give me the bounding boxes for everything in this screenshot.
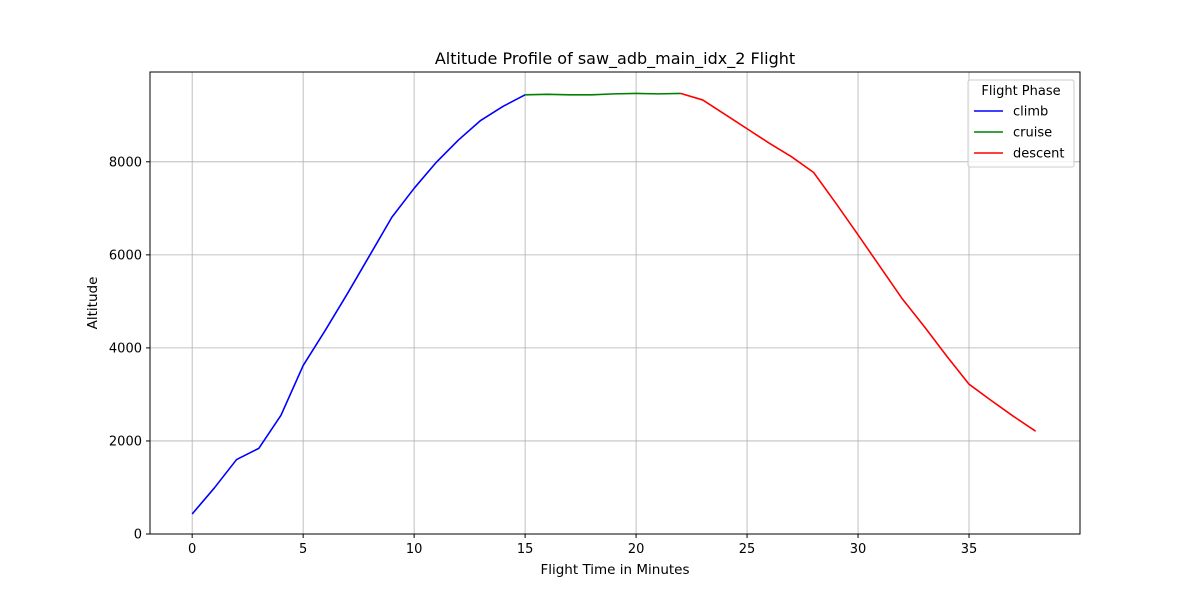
series-line-climb	[191, 94, 526, 515]
legend-label-cruise: cruise	[1013, 126, 1052, 141]
legend-label-climb: climb	[1013, 105, 1048, 120]
y-tick-label: 2000	[109, 434, 142, 449]
y-tick-label: 4000	[109, 341, 142, 356]
x-tick-label: 15	[517, 542, 534, 557]
x-tick-label: 10	[406, 542, 423, 557]
y-axis-label: Altitude	[85, 277, 101, 330]
series-line-descent	[680, 92, 1037, 432]
x-tick-label: 5	[299, 542, 307, 557]
legend: Flight Phase climb cruise descent	[967, 79, 1075, 168]
x-tick-label: 0	[188, 542, 196, 557]
y-tick-label: 6000	[109, 248, 142, 263]
series-lines	[191, 92, 1037, 515]
x-tick-label: 20	[628, 542, 645, 557]
plot-frame	[149, 71, 1081, 535]
legend-label-descent: descent	[1013, 147, 1065, 162]
legend-title: Flight Phase	[981, 84, 1060, 99]
y-tick-label: 0	[134, 528, 142, 543]
axis-ticks: 0 5 10 15 20 25 30 35 0 2000 4000 6000 8000	[109, 155, 977, 557]
legend-entries: climb cruise descent	[974, 105, 1065, 162]
x-tick-label: 25	[739, 542, 756, 557]
legend-box	[967, 79, 1075, 168]
series-line-cruise	[525, 92, 681, 96]
x-tick-label: 30	[850, 542, 867, 557]
y-tick-label: 8000	[109, 155, 142, 170]
chart-title: Altitude Profile of saw_adb_main_idx_2 F…	[435, 49, 795, 69]
x-axis-label: Flight Time in Minutes	[540, 562, 689, 578]
x-tick-label: 35	[961, 542, 978, 557]
